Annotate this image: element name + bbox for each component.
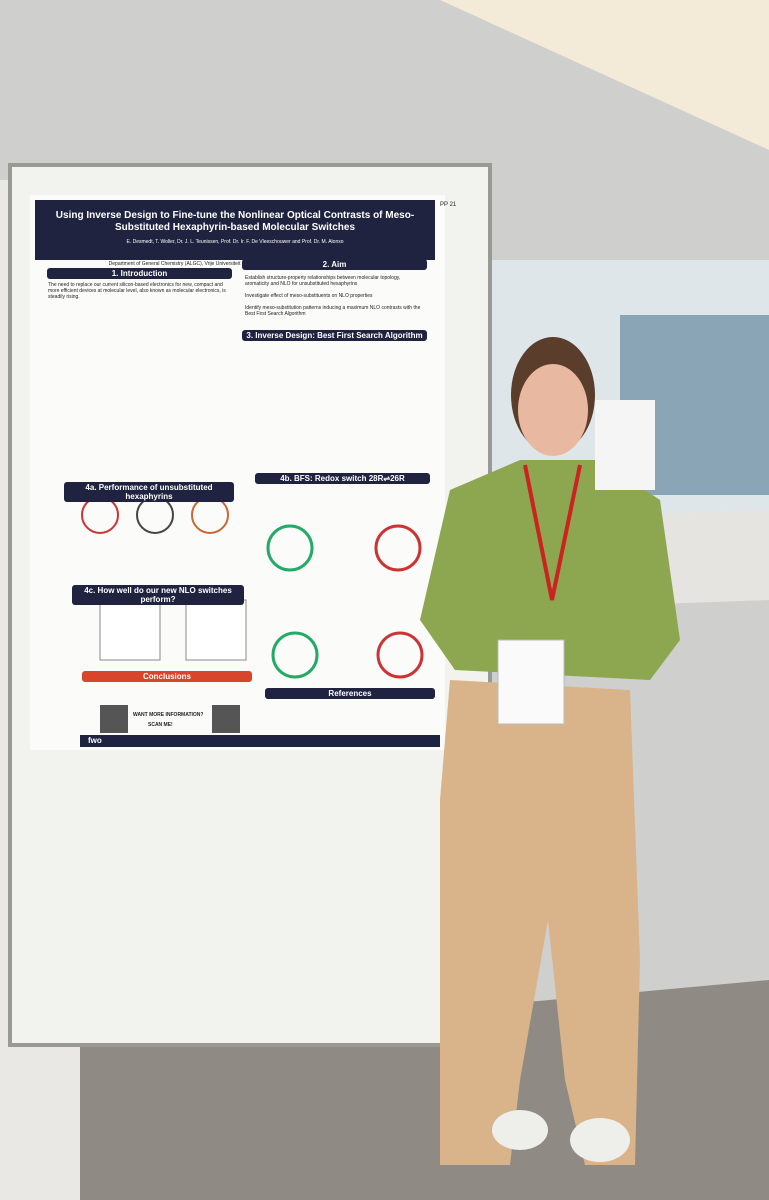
section-heading: 4a. Performance of unsubstituted hexaphy…: [64, 482, 234, 502]
shoe: [570, 1118, 630, 1162]
badge: [497, 639, 565, 725]
section-heading: 3. Inverse Design: Best First Search Alg…: [242, 330, 427, 341]
section-heading: 1. Introduction: [47, 268, 232, 279]
poster-id: PP 21: [440, 202, 457, 208]
aim-item: Establish structure-property relationshi…: [245, 275, 401, 287]
qr-code: [100, 705, 128, 733]
affiliation: Department of General Chemistry (ALGC), …: [108, 261, 362, 267]
lanyard: [523, 464, 582, 601]
funder-logo: fwo: [88, 736, 102, 745]
qr-code: [212, 705, 240, 733]
molecule: [374, 524, 422, 572]
aim-item: Investigate effect of meso-substituents …: [245, 293, 373, 299]
title-banner: [35, 200, 435, 260]
molecule: [271, 631, 319, 679]
section-heading: Conclusions: [82, 671, 252, 682]
scan-me: SCAN ME!: [148, 722, 173, 728]
bar-plot: [99, 599, 161, 661]
section-text: The need to replace our current silicon-…: [48, 282, 226, 300]
footer-bar: [80, 735, 440, 747]
shoe: [492, 1110, 548, 1150]
authors: E. Desmedt, T. Woller, Dr. J. L. Teuniss…: [126, 239, 344, 245]
passerby: [595, 400, 655, 490]
trousers: [440, 680, 640, 1165]
bar-plot: [185, 599, 247, 661]
poster-title: Using Inverse Design to Fine-tune the No…: [55, 210, 415, 233]
molecule: [266, 524, 314, 572]
more-info: WANT MORE INFORMATION?: [133, 712, 204, 718]
molecule: [376, 631, 424, 679]
aim-item: Identify meso-substitution patterns indu…: [245, 305, 421, 317]
blouse: [420, 460, 680, 680]
section-heading: References: [265, 688, 435, 699]
ceiling-light: [440, 0, 769, 150]
section-heading: 4c. How well do our new NLO switches per…: [72, 585, 244, 605]
face: [518, 364, 588, 456]
section-heading: 4b. BFS: Redox switch 28R⇌26R: [255, 473, 430, 484]
section-heading: 2. Aim: [242, 259, 427, 270]
